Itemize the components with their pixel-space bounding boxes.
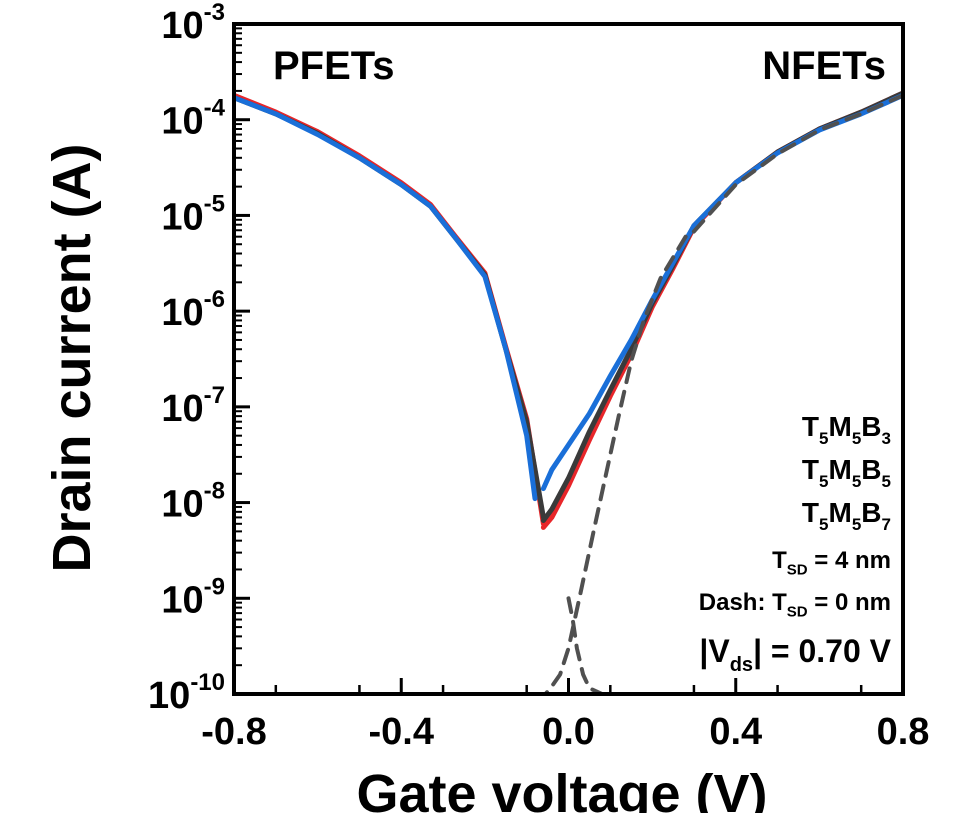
x-tick-label: -0.4 xyxy=(369,711,434,753)
x-tick-label: -0.8 xyxy=(201,711,266,753)
legend-entry: T5M5B7 xyxy=(802,497,891,534)
tick-layer xyxy=(232,22,905,696)
legend-entry: T5M5B3 xyxy=(802,411,891,448)
y-tick-label: 10-3 xyxy=(161,0,225,47)
y-tick-label: 10-10 xyxy=(148,669,225,717)
y-tick-label: 10-5 xyxy=(161,190,225,238)
legend-entry: T5M5B5 xyxy=(802,454,891,491)
label-layer: -0.8 -0.4 0.0 0.4 0.8 10-3 10-4 10-5 10-6 10-7 10-… xyxy=(148,0,929,753)
legend-note: TSD = 4 nm xyxy=(772,547,891,579)
y-tick-label: 10-9 xyxy=(161,573,225,621)
y-tick-label: 10-6 xyxy=(161,286,225,334)
x-tick-label: 0.4 xyxy=(709,711,762,753)
series-layer xyxy=(234,90,903,694)
legend: T5M5B3 T5M5B5 T5M5B7 TSD = 4 nm Dash: TSD = … xyxy=(699,411,892,676)
x-tick-label: 0.8 xyxy=(877,711,930,753)
legend-note: Dash: TSD = 0 nm xyxy=(699,589,891,621)
dashed-series-line xyxy=(566,596,621,694)
x-tick-label: 0.0 xyxy=(542,711,595,753)
legend-note: |Vds| = 0.70 V xyxy=(699,633,891,676)
pfets-label: PFETs xyxy=(273,44,395,88)
plot-frame xyxy=(232,22,905,696)
nfets-label: NFETs xyxy=(762,44,886,88)
y-tick-label: 10-8 xyxy=(161,478,225,526)
y-axis-title: Drain current (A) xyxy=(42,143,102,572)
dashed-series-line xyxy=(543,234,688,694)
y-tick-label: 10-7 xyxy=(161,382,225,430)
series-line xyxy=(234,95,538,502)
dashed-series-line xyxy=(691,93,903,234)
x-axis-title: Gate voltage (V) xyxy=(356,764,767,813)
y-tick-label: 10-4 xyxy=(161,95,225,143)
